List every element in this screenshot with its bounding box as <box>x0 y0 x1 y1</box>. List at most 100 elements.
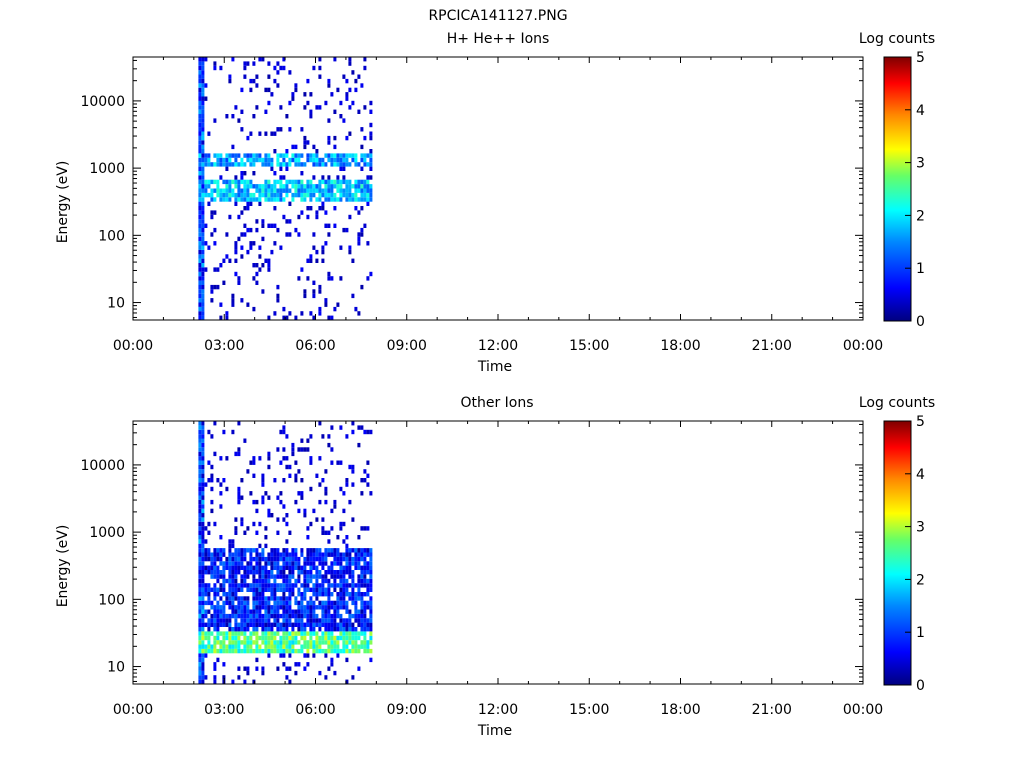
heatmap-cell <box>357 631 361 636</box>
heatmap-cell <box>267 162 271 167</box>
heatmap-cell <box>321 162 325 167</box>
heatmap-cell <box>357 184 361 189</box>
heatmap-cell <box>285 521 289 527</box>
heatmap-cell <box>276 298 280 303</box>
heatmap-cell <box>351 100 355 106</box>
heatmap-cell <box>315 631 319 636</box>
heatmap-cell <box>279 627 283 632</box>
heatmap-cell <box>234 241 238 246</box>
heatmap-cell <box>339 635 343 641</box>
heatmap-cell <box>276 61 280 66</box>
heatmap-cell <box>261 574 265 579</box>
heatmap-cell <box>246 605 250 610</box>
heatmap-cell <box>327 315 331 320</box>
heatmap-cell <box>300 600 304 606</box>
heatmap-cell <box>258 618 262 623</box>
heatmap-cell <box>216 657 220 663</box>
heatmap-cell <box>357 188 361 193</box>
heatmap-cell <box>303 596 307 601</box>
heatmap-cell <box>234 605 238 610</box>
heatmap-cell <box>360 596 364 601</box>
heatmap-cell <box>213 210 217 215</box>
heatmap-cell <box>267 267 271 272</box>
heatmap-cell <box>306 648 310 654</box>
heatmap-cell <box>261 495 265 500</box>
heatmap-cell <box>306 644 310 649</box>
heatmap-cell <box>315 640 319 645</box>
heatmap-cell <box>219 631 223 636</box>
heatmap-cell <box>210 284 214 290</box>
heatmap-cell <box>270 188 274 193</box>
heatmap-cell <box>237 491 241 496</box>
heatmap-cell <box>342 162 346 167</box>
heatmap-cell <box>279 587 283 592</box>
heatmap-cell <box>246 644 250 649</box>
heatmap-cell <box>339 578 343 584</box>
heatmap-cell <box>327 276 331 281</box>
heatmap-cell <box>210 648 214 654</box>
heatmap-cell <box>309 622 313 627</box>
heatmap-cell <box>210 556 214 562</box>
heatmap-cell <box>336 188 340 193</box>
heatmap-cell <box>369 600 373 606</box>
heatmap-cell <box>270 556 274 562</box>
heatmap-cell <box>333 600 337 606</box>
heatmap-cell <box>351 469 355 474</box>
heatmap-cell <box>204 188 208 193</box>
heatmap-cell <box>198 135 202 141</box>
heatmap-cell <box>303 197 307 202</box>
heatmap-cell <box>348 61 352 66</box>
heatmap-cell <box>321 631 325 636</box>
heatmap-cell <box>336 535 340 540</box>
heatmap-cell <box>306 140 310 145</box>
heatmap-cell <box>369 574 373 579</box>
heatmap-cell <box>294 556 298 562</box>
heatmap-cell <box>255 635 259 641</box>
heatmap-cell <box>345 605 349 610</box>
heatmap-cell <box>336 548 340 553</box>
heatmap-cell <box>357 535 361 540</box>
heatmap-cell <box>261 605 265 610</box>
heatmap-cell <box>243 666 247 671</box>
heatmap-cell <box>231 114 235 119</box>
heatmap-cell <box>267 627 271 632</box>
heatmap-cell <box>198 298 202 303</box>
heatmap-cell <box>255 153 259 158</box>
heatmap-cell <box>237 587 241 592</box>
heatmap-cell <box>294 670 298 676</box>
heatmap-cell <box>201 447 205 452</box>
heatmap-cell <box>249 157 253 163</box>
heatmap-cell <box>345 162 349 167</box>
heatmap-cell <box>225 162 229 167</box>
heatmap-cell <box>288 644 292 649</box>
heatmap-cell <box>297 469 301 474</box>
heatmap-cell <box>201 429 205 435</box>
heatmap-cell <box>216 605 220 610</box>
heatmap-cell <box>282 631 286 636</box>
heatmap-cell <box>246 548 250 553</box>
heatmap-cell <box>318 192 322 198</box>
heatmap-cell <box>258 131 262 136</box>
heatmap-cell <box>276 556 280 562</box>
heatmap-cell <box>297 179 301 185</box>
heatmap-cell <box>258 583 262 588</box>
heatmap-cell <box>297 565 301 570</box>
heatmap-cell <box>261 565 265 570</box>
heatmap-cell <box>210 618 214 623</box>
heatmap-cell <box>306 561 310 566</box>
heatmap-cell <box>243 61 247 66</box>
heatmap-cell <box>243 188 247 193</box>
heatmap-cell <box>348 592 352 597</box>
heatmap-cell <box>273 149 277 154</box>
heatmap-cell <box>198 157 202 163</box>
heatmap-cell <box>201 675 205 680</box>
heatmap-cell <box>198 666 202 671</box>
heatmap-cell <box>249 460 253 465</box>
heatmap-cell <box>231 429 235 435</box>
heatmap-cell <box>252 78 256 84</box>
heatmap-cell <box>288 70 292 75</box>
heatmap-cell <box>360 166 364 171</box>
heatmap-cell <box>261 499 265 505</box>
heatmap-cell <box>297 609 301 614</box>
heatmap-cell <box>198 179 202 185</box>
